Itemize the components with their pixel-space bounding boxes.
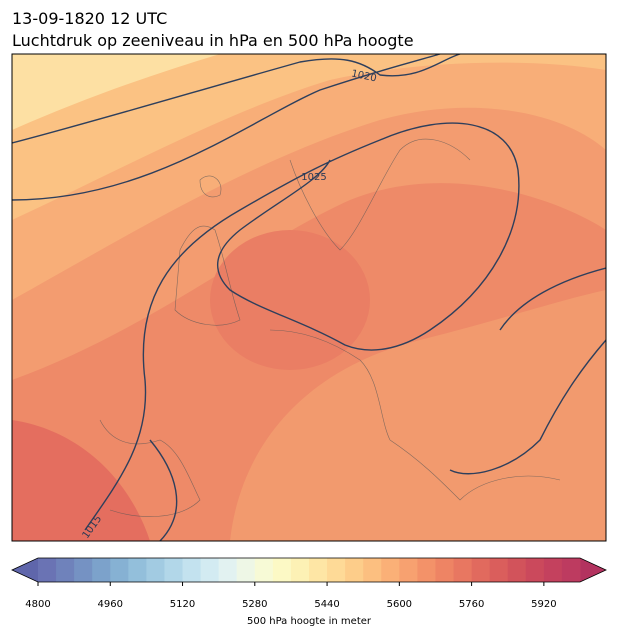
- colorbar-band: [381, 558, 400, 582]
- colorbar-band: [363, 558, 382, 582]
- colorbar-band: [254, 558, 274, 582]
- shading: [230, 290, 606, 541]
- colorbar-label: 500 hPa hoogte in meter: [247, 616, 372, 627]
- shading: [210, 230, 370, 370]
- colorbar-band: [561, 558, 581, 582]
- colorbar-extend: [580, 558, 606, 582]
- colorbar-band: [38, 558, 57, 582]
- colorbar-tick-label: 4960: [98, 599, 123, 610]
- colorbar-band: [399, 558, 418, 582]
- map-frame: [11, 53, 607, 542]
- colorbar-band: [146, 558, 165, 582]
- colorbar-band: [327, 558, 346, 582]
- colorbar-band: [218, 558, 238, 582]
- colorbar-band: [489, 558, 509, 582]
- colorbar-band: [182, 558, 202, 582]
- title: 13-09-1820 12 UTC: [12, 9, 167, 28]
- isobar: [12, 54, 441, 201]
- colorbar-band: [74, 558, 93, 582]
- colorbar-band: [471, 558, 491, 582]
- colorbar-band: [56, 558, 75, 582]
- colorbar-band: [309, 558, 328, 582]
- colorbar-tick-label: 5600: [387, 599, 412, 610]
- colorbar-band: [200, 558, 220, 582]
- isobar: [12, 54, 461, 144]
- colorbar-band: [92, 558, 111, 582]
- colorbar-band: [453, 558, 473, 582]
- isobar: [84, 122, 520, 531]
- colorbar-tick-label: 5760: [459, 599, 484, 610]
- shading: [12, 54, 606, 220]
- colorbar-band: [290, 558, 310, 582]
- colorbar-band: [236, 558, 256, 582]
- colorbar-tick-label: 5120: [170, 599, 195, 610]
- colorbar-tick-label: 4800: [25, 599, 50, 610]
- colorbar-band: [164, 558, 184, 582]
- subtitle: Luchtdruk op zeeniveau in hPa en 500 hPa…: [12, 31, 414, 50]
- colorbar-band: [110, 558, 129, 582]
- colorbar-band: [272, 558, 292, 582]
- colorbar: 4800 4960 5120 5280 5440 5600 5760 5920: [11, 557, 607, 610]
- colorbar-band: [543, 558, 563, 582]
- contour-label: 1025: [301, 172, 326, 183]
- colorbar-band: [525, 558, 545, 582]
- colorbar-band: [345, 558, 364, 582]
- colorbar-band: [435, 558, 455, 582]
- isobar: [149, 267, 606, 541]
- colorbar-tick-label: 5440: [314, 599, 339, 610]
- coastline: [99, 138, 561, 517]
- colorbar-band: [417, 558, 436, 582]
- colorbar-band: [507, 558, 527, 582]
- shading: [12, 54, 220, 130]
- shading: [12, 420, 150, 541]
- colorbar-tick-label: 5280: [242, 599, 267, 610]
- contour-label: 1020: [350, 68, 377, 84]
- colorbar-extend: [12, 558, 38, 582]
- colorbar-band: [128, 558, 147, 582]
- map-area: 1020 1025 1015: [12, 54, 606, 541]
- colorbar-tick-label: 5920: [531, 599, 556, 610]
